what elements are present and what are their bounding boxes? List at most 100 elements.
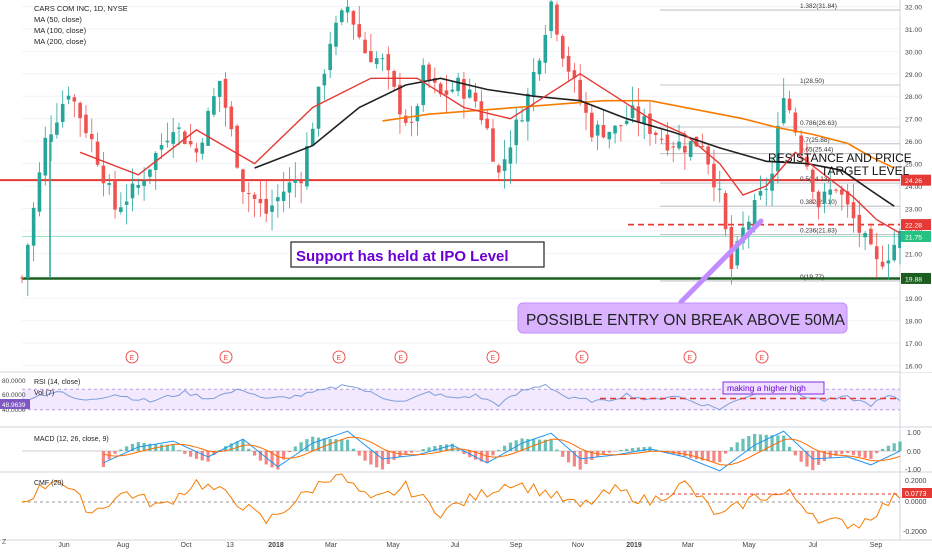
candle-body — [857, 215, 861, 233]
candle-body — [770, 174, 774, 191]
candle-body — [671, 146, 675, 147]
candle-body — [200, 143, 204, 154]
macd-histogram-bar — [410, 451, 413, 453]
macd-histogram-bar — [695, 451, 698, 459]
legend-ma100[interactable]: MA (100, close) — [34, 26, 87, 35]
candle-body — [619, 125, 623, 126]
macd-histogram-bar — [736, 442, 739, 451]
candle-body — [863, 233, 867, 237]
candle-body — [32, 208, 36, 246]
macd-histogram-bar — [788, 447, 791, 451]
candle-body — [49, 134, 53, 142]
macd-histogram-bar — [608, 451, 611, 453]
time-tick: Mar — [682, 542, 695, 549]
macd-histogram-bar — [817, 451, 820, 465]
macd-histogram-bar — [305, 439, 308, 451]
time-tick: 13 — [226, 542, 234, 549]
macd-histogram-bar — [741, 439, 744, 451]
candle-body — [462, 79, 466, 99]
time-tick: Jun — [58, 542, 69, 549]
candle-body — [654, 133, 658, 135]
macd-histogram-bar — [718, 451, 721, 462]
macd-tick-1: 1.00 — [907, 430, 921, 437]
candle-body — [421, 65, 425, 105]
candle-body — [148, 169, 152, 176]
candle-body — [677, 142, 681, 149]
candle-body — [340, 10, 344, 22]
candle-body — [759, 191, 763, 196]
candle-body — [357, 24, 361, 37]
fib-label: 1(28.50) — [800, 78, 824, 85]
price-tick: 32.00 — [905, 4, 922, 11]
candle-body — [363, 40, 367, 53]
macd-histogram-bar — [363, 451, 366, 461]
candle-body — [387, 54, 391, 70]
time-tick: Sep — [510, 542, 523, 549]
price-badge-label: 22.28 — [905, 223, 922, 230]
legend-ma50[interactable]: MA (50, close) — [34, 15, 82, 24]
macd-histogram-bar — [352, 449, 355, 451]
candle-body — [701, 146, 705, 147]
candle-body — [637, 106, 641, 122]
candle-body — [567, 56, 571, 72]
rsi-value: 48.9639 — [2, 402, 26, 409]
price-badge-label: 19.88 — [905, 276, 922, 283]
price-tick: 28.00 — [905, 94, 922, 101]
candle-body — [288, 182, 292, 192]
fib-label: 0.236(21.83) — [800, 228, 837, 235]
candle-body — [189, 141, 193, 144]
macd-histogram-bar — [852, 451, 855, 455]
macd-histogram-bar — [340, 439, 343, 451]
fib-label: 0(19.77) — [800, 274, 824, 281]
price-badge-label: 21.75 — [905, 234, 922, 241]
macd-histogram-bar — [172, 445, 175, 451]
macd-histogram-bar — [555, 450, 558, 451]
macd-histogram-bar — [800, 451, 803, 462]
macd-histogram-bar — [730, 447, 733, 451]
candle-body — [503, 159, 507, 171]
candle-body — [195, 148, 199, 152]
candle-body — [782, 98, 786, 123]
macd-tick-neg1: -1.00 — [905, 467, 921, 474]
candle-body — [328, 44, 332, 70]
candle-body — [625, 121, 629, 124]
candle-body — [648, 114, 652, 134]
corner-marker[interactable]: Z — [2, 539, 7, 546]
candle-body — [456, 78, 460, 91]
macd-histogram-bar — [846, 451, 849, 453]
candle-body — [607, 132, 611, 139]
macd-histogram-bar — [712, 451, 715, 462]
legend-ma200[interactable]: MA (200, close) — [34, 37, 87, 46]
candle-body — [834, 190, 838, 191]
candle-body — [381, 58, 385, 59]
fib-label: 0.786(26.63) — [800, 120, 837, 127]
candle-body — [346, 7, 350, 13]
macd-histogram-bar — [183, 451, 186, 454]
macd-histogram-bar — [113, 451, 116, 454]
candle-body — [683, 146, 687, 153]
candle-body — [55, 122, 59, 134]
cmf-tick-neg02: -0.2000 — [903, 529, 927, 536]
candle-body — [561, 36, 565, 59]
macd-histogram-bar — [689, 451, 692, 458]
candle-body — [869, 229, 873, 245]
candle-body — [881, 262, 885, 267]
candle-body — [218, 81, 222, 97]
macd-histogram-bar — [840, 451, 843, 454]
candle-body — [142, 181, 146, 186]
candle-body — [264, 199, 268, 214]
candle-body — [131, 184, 135, 199]
macd-histogram-bar — [567, 451, 570, 462]
rsi-label: RSI (14, close) — [34, 379, 80, 386]
candle-body — [311, 129, 315, 146]
candle-body — [497, 165, 501, 172]
earnings-marker-label: E — [760, 355, 765, 362]
higher-high-label: making a higher high — [727, 383, 806, 393]
candle-body — [334, 23, 338, 47]
fib-label: 1.382(31.84) — [800, 3, 837, 10]
macd-histogram-bar — [381, 451, 384, 469]
time-tick: Nov — [572, 542, 585, 549]
